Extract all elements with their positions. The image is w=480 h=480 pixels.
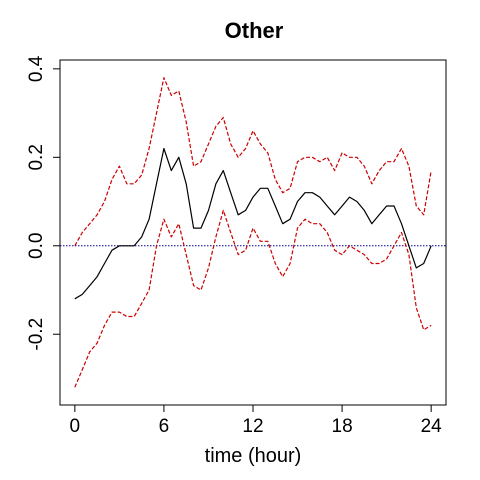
y-tick-label: 0.2 [26,144,47,170]
series-line-lower-bound [74,209,432,388]
series-line-estimate [74,147,432,300]
x-tick-label: 0 [70,416,81,437]
x-tick-label: 24 [421,416,443,437]
y-tick-label: 0.0 [26,233,47,259]
plot-frame [59,59,447,406]
chart-title: Other [225,18,284,43]
x-axis-label: time (hour) [205,445,302,467]
y-axis: -0.2 0.0 0.2 0.4 [26,55,60,351]
series-line-upper-bound [74,77,432,247]
x-tick-label: 12 [242,416,263,437]
x-axis: 0 6 12 18 24 [70,405,443,437]
series-group [74,77,432,388]
y-tick-label: -0.2 [26,318,47,351]
x-tick-label: 18 [332,416,353,437]
y-tick-label: 0.4 [26,55,47,82]
x-tick-label: 6 [159,416,170,437]
